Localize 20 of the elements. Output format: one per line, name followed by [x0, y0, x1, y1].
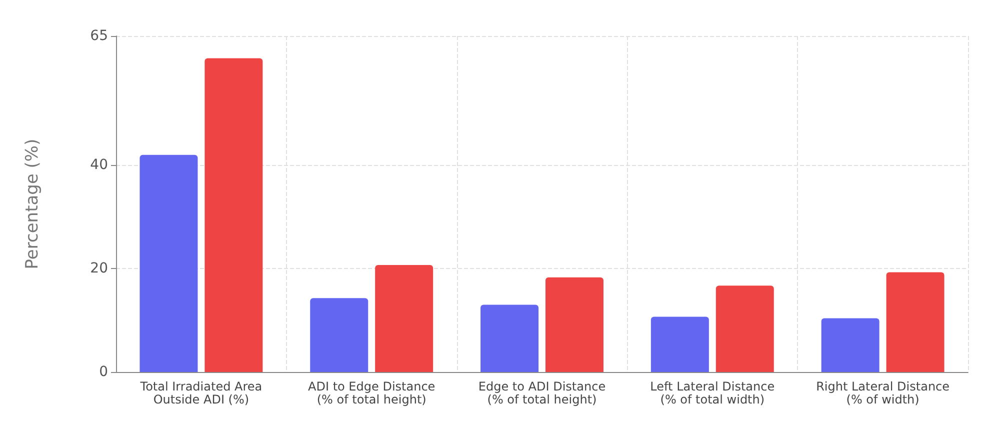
x-tick-label: ADI to Edge Distance (% of total height)	[308, 380, 436, 406]
y-tick-label: 0	[99, 364, 108, 380]
bar	[204, 58, 263, 372]
bar	[310, 298, 368, 372]
bar	[886, 272, 944, 372]
y-tick-label: 65	[90, 28, 108, 44]
x-tick-label: Edge to ADI Distance (% of total height)	[478, 380, 606, 406]
x-tick-label: Total Irradiated Area Outside ADI (%)	[139, 380, 262, 406]
bar	[480, 304, 539, 372]
bar	[140, 154, 198, 372]
y-tick-label: 40	[90, 157, 108, 174]
x-tick-label: Left Lateral Distance (% of total width)	[650, 380, 775, 406]
y-tick-label: 20	[90, 260, 108, 277]
bar	[375, 264, 434, 372]
x-tick-label: Right Lateral Distance (% of width)	[816, 380, 950, 406]
bar	[716, 286, 774, 372]
bar	[650, 316, 709, 372]
bar	[821, 318, 880, 372]
bar	[545, 277, 604, 372]
y-axis-title: Percentage (%)	[22, 138, 42, 270]
